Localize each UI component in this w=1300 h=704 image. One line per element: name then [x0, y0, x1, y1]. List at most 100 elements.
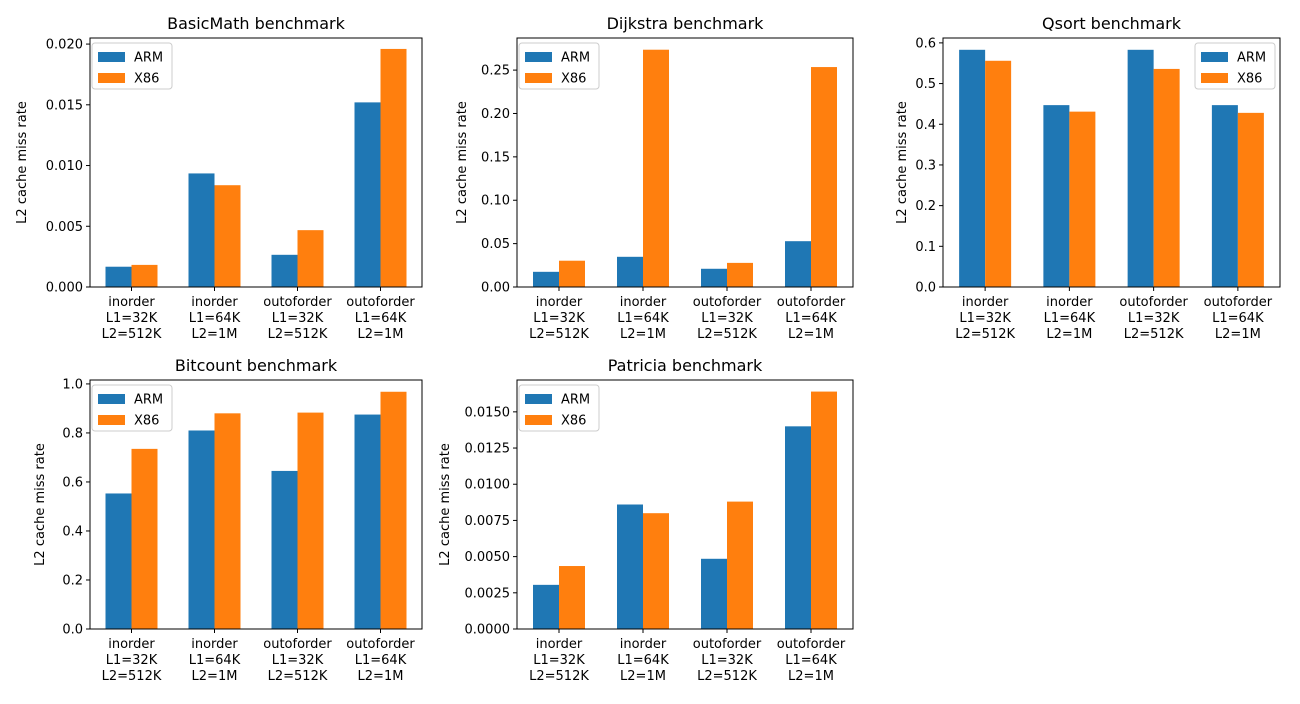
chart-panel: inorder L1=32K L2=512K inorder L1=64K L2=1M ou… — [33, 356, 423, 684]
legend-label: ARM — [134, 51, 163, 66]
bar-arm — [785, 426, 811, 629]
bar-x86 — [727, 262, 753, 287]
bar-x86 — [643, 513, 669, 629]
y-axis-label: L2 cache miss rate — [455, 101, 470, 224]
legend: ARM X86 — [91, 42, 173, 90]
y-tick-label: 0.0075 — [465, 514, 511, 529]
legend-label: ARM — [561, 51, 590, 66]
legend-swatch-arm — [525, 52, 552, 62]
bar-arm — [271, 470, 298, 629]
chart-title: Patricia benchmark — [608, 356, 763, 375]
plot-frame — [516, 37, 854, 288]
bar-arm — [188, 173, 215, 287]
bar-arm — [617, 504, 643, 629]
x-tick-label: inorder L1=32K L2=512K — [102, 637, 162, 684]
bar-arm — [354, 102, 381, 287]
x-tick-label: inorder L1=32K L2=512K — [529, 637, 589, 684]
bar-x86 — [1153, 68, 1180, 287]
bar-x86 — [214, 413, 241, 629]
legend-label: X86 — [1237, 72, 1262, 87]
y-tick-label: 0.4 — [62, 524, 83, 539]
y-axis-label: L2 cache miss rate — [895, 101, 910, 224]
chart-title: Dijkstra benchmark — [607, 14, 765, 33]
bar-x86 — [559, 566, 585, 629]
legend-label: X86 — [561, 414, 586, 429]
bar-arm — [105, 493, 132, 629]
y-tick-label: 1.0 — [62, 377, 83, 392]
legend-swatch-x86 — [98, 415, 125, 425]
x-tick-label: outoforder L1=32K L2=512K — [1119, 295, 1188, 342]
x-tick-label: outoforder L1=64K L2=1M — [346, 637, 415, 684]
chart-panel: inorder L1=32K L2=512K inorder L1=64K L2=1M ou… — [895, 14, 1281, 342]
bar-arm — [701, 268, 727, 287]
x-tick-label: inorder L1=32K L2=512K — [102, 295, 162, 342]
x-tick-label: outoforder L1=32K L2=512K — [693, 295, 762, 342]
bar-x86 — [380, 391, 407, 629]
bar-x86 — [559, 260, 585, 287]
y-tick-label: 0.2 — [62, 573, 83, 588]
y-axis-label: L2 cache miss rate — [33, 443, 48, 566]
legend-swatch-x86 — [525, 415, 552, 425]
y-tick-label: 0.2 — [915, 199, 936, 214]
y-tick-label: 0.0050 — [465, 550, 511, 565]
x-tick-label: outoforder L1=32K L2=512K — [263, 295, 332, 342]
bar-arm — [354, 414, 381, 629]
bar-x86 — [811, 67, 837, 287]
bar-x86 — [643, 49, 669, 288]
x-tick-label: inorder L1=64K L2=1M — [617, 637, 669, 684]
y-tick-label: 0.015 — [46, 98, 83, 113]
y-tick-label: 0.0 — [915, 281, 936, 296]
y-tick-label: 0.0025 — [465, 586, 511, 601]
bar-arm — [533, 271, 559, 287]
x-tick-label: outoforder L1=64K L2=1M — [777, 637, 846, 684]
legend-swatch-x86 — [1201, 73, 1228, 83]
x-tick-label: inorder L1=64K L2=1M — [189, 637, 241, 684]
x-tick-label: outoforder L1=32K L2=512K — [693, 637, 762, 684]
x-tick-label: outoforder L1=32K L2=512K — [263, 637, 332, 684]
bar-arm — [785, 241, 811, 287]
x-tick-label: outoforder L1=64K L2=1M — [346, 295, 415, 342]
bar-x86 — [811, 391, 837, 629]
x-tick-label: inorder L1=64K L2=1M — [189, 295, 241, 342]
chart-panel: inorder L1=32K L2=512K inorder L1=64K L2=1M ou… — [455, 14, 854, 342]
legend-swatch-arm — [1201, 52, 1228, 62]
bar-arm — [105, 266, 132, 287]
legend-swatch-arm — [98, 394, 125, 404]
legend: ARM X86 — [518, 384, 600, 432]
legend-label: ARM — [1237, 51, 1266, 66]
y-tick-label: 0.05 — [481, 237, 510, 252]
legend-label: X86 — [134, 72, 159, 87]
bar-x86 — [727, 501, 753, 629]
legend: ARM X86 — [91, 384, 173, 432]
legend-label: X86 — [561, 72, 586, 87]
chart-panel: inorder L1=32K L2=512K inorder L1=64K L2=1M ou… — [15, 14, 423, 342]
x-tick-label: inorder L1=64K L2=1M — [617, 295, 669, 342]
y-tick-label: 0.6 — [915, 36, 936, 51]
y-tick-label: 0.10 — [481, 194, 510, 209]
plot-frame — [516, 379, 854, 630]
legend-label: X86 — [134, 414, 159, 429]
y-tick-label: 0.0100 — [465, 478, 511, 493]
bar-x86 — [297, 230, 324, 287]
x-tick-label: inorder L1=64K L2=1M — [1044, 295, 1096, 342]
chart-title: Bitcount benchmark — [175, 356, 338, 375]
chart-title: BasicMath benchmark — [167, 14, 346, 33]
x-tick-label: inorder L1=32K L2=512K — [955, 295, 1015, 342]
bar-x86 — [985, 60, 1012, 287]
bar-x86 — [1069, 111, 1096, 287]
y-tick-label: 0.25 — [481, 64, 510, 79]
y-tick-label: 0.005 — [46, 220, 83, 235]
bar-arm — [617, 256, 643, 287]
y-tick-label: 0.1 — [915, 240, 936, 255]
bar-x86 — [214, 185, 241, 287]
bar-arm — [701, 558, 727, 629]
chart-panel: inorder L1=32K L2=512K inorder L1=64K L2=1M ou… — [438, 356, 854, 684]
bar-arm — [188, 430, 215, 629]
y-tick-label: 0.4 — [915, 118, 936, 133]
y-tick-label: 0.0000 — [465, 623, 511, 638]
x-tick-label: inorder L1=32K L2=512K — [529, 295, 589, 342]
legend-swatch-x86 — [98, 73, 125, 83]
y-tick-label: 0.8 — [62, 426, 83, 441]
